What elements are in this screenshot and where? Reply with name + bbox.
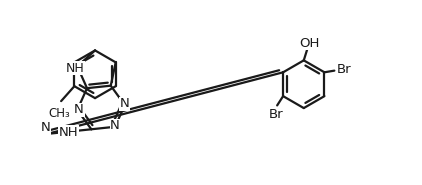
Text: NH: NH bbox=[59, 126, 78, 139]
Text: OH: OH bbox=[300, 37, 320, 50]
Text: Br: Br bbox=[337, 63, 352, 76]
Text: CH₃: CH₃ bbox=[49, 107, 70, 120]
Text: Br: Br bbox=[268, 108, 283, 121]
Text: N: N bbox=[110, 119, 120, 132]
Text: N: N bbox=[120, 97, 130, 110]
Text: NH: NH bbox=[65, 62, 84, 75]
Text: N: N bbox=[74, 103, 84, 117]
Text: N: N bbox=[41, 121, 51, 134]
